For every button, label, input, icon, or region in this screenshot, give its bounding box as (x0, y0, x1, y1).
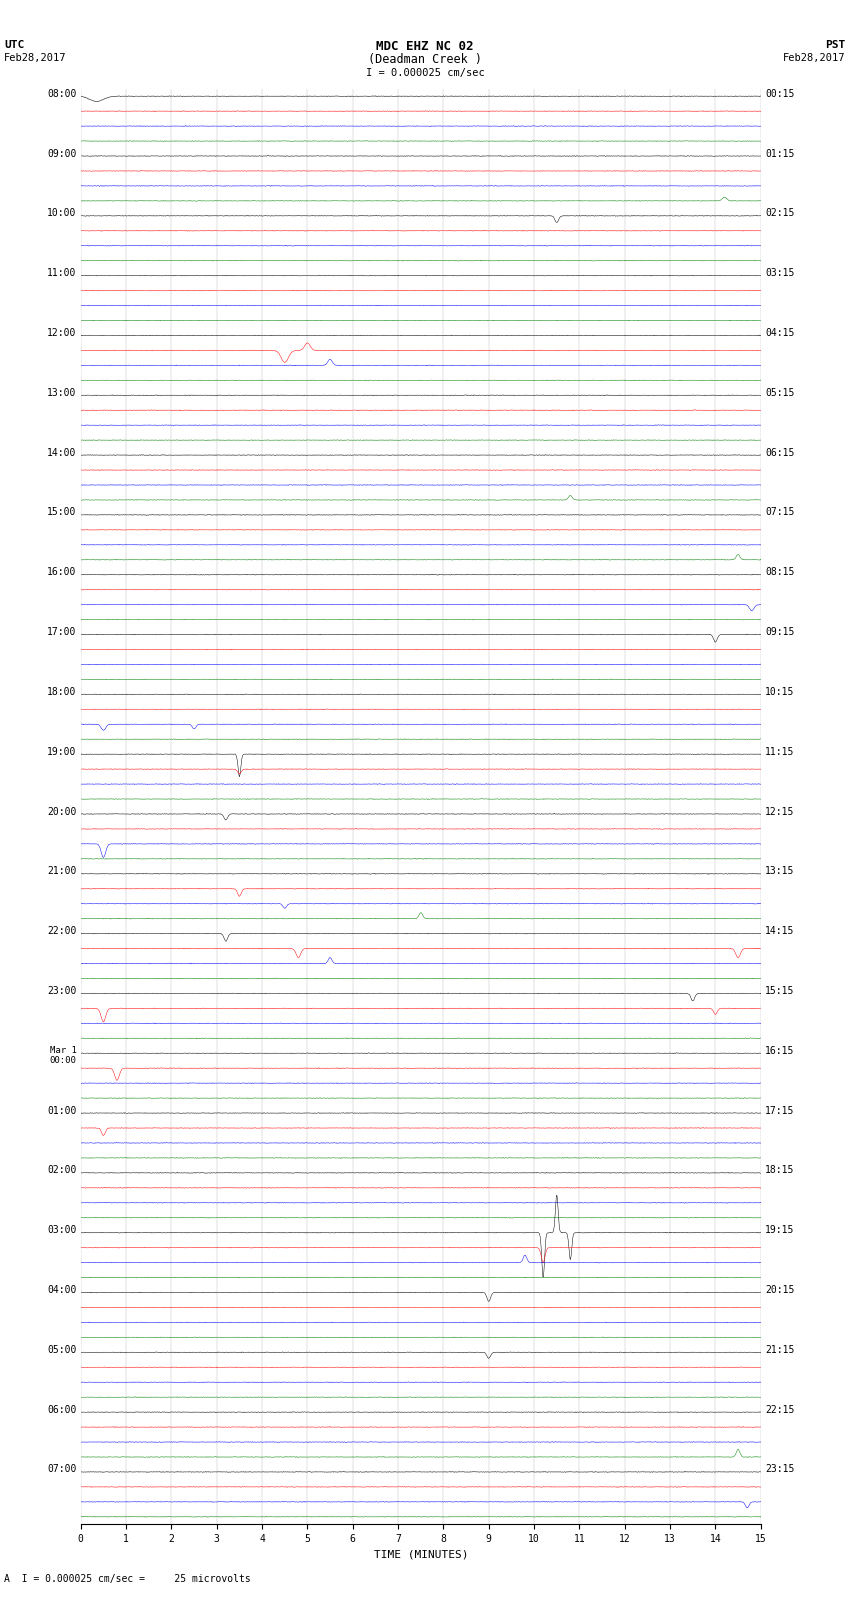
Text: 03:00: 03:00 (47, 1226, 76, 1236)
Text: MDC EHZ NC 02: MDC EHZ NC 02 (377, 40, 473, 53)
Text: I = 0.000025 cm/sec: I = 0.000025 cm/sec (366, 68, 484, 77)
Text: 03:15: 03:15 (765, 268, 795, 277)
Text: 13:00: 13:00 (47, 387, 76, 398)
Text: 17:15: 17:15 (765, 1105, 795, 1116)
Text: 08:00: 08:00 (47, 89, 76, 98)
Text: Feb28,2017: Feb28,2017 (783, 53, 846, 63)
Text: 10:15: 10:15 (765, 687, 795, 697)
Text: 21:00: 21:00 (47, 866, 76, 876)
Text: 00:15: 00:15 (765, 89, 795, 98)
Text: 09:00: 09:00 (47, 148, 76, 158)
Text: Mar 1
00:00: Mar 1 00:00 (49, 1045, 76, 1065)
Text: 14:15: 14:15 (765, 926, 795, 936)
Text: 05:00: 05:00 (47, 1345, 76, 1355)
Text: 07:15: 07:15 (765, 508, 795, 518)
Text: 21:15: 21:15 (765, 1345, 795, 1355)
Text: 23:15: 23:15 (765, 1465, 795, 1474)
Text: 06:00: 06:00 (47, 1405, 76, 1415)
Text: A  I = 0.000025 cm/sec =     25 microvolts: A I = 0.000025 cm/sec = 25 microvolts (4, 1574, 251, 1584)
Text: 06:15: 06:15 (765, 447, 795, 458)
Text: 02:00: 02:00 (47, 1165, 76, 1176)
Text: 01:15: 01:15 (765, 148, 795, 158)
Text: 16:00: 16:00 (47, 568, 76, 577)
X-axis label: TIME (MINUTES): TIME (MINUTES) (373, 1550, 468, 1560)
Text: 16:15: 16:15 (765, 1045, 795, 1057)
Text: 12:00: 12:00 (47, 327, 76, 339)
Text: 12:15: 12:15 (765, 806, 795, 816)
Text: 11:00: 11:00 (47, 268, 76, 277)
Text: UTC: UTC (4, 40, 25, 50)
Text: 09:15: 09:15 (765, 627, 795, 637)
Text: Feb28,2017: Feb28,2017 (4, 53, 67, 63)
Text: 10:00: 10:00 (47, 208, 76, 218)
Text: 05:15: 05:15 (765, 387, 795, 398)
Text: 18:00: 18:00 (47, 687, 76, 697)
Text: 04:00: 04:00 (47, 1286, 76, 1295)
Text: 11:15: 11:15 (765, 747, 795, 756)
Text: 02:15: 02:15 (765, 208, 795, 218)
Text: 18:15: 18:15 (765, 1165, 795, 1176)
Text: 19:00: 19:00 (47, 747, 76, 756)
Text: 13:15: 13:15 (765, 866, 795, 876)
Text: 20:00: 20:00 (47, 806, 76, 816)
Text: 07:00: 07:00 (47, 1465, 76, 1474)
Text: 15:15: 15:15 (765, 986, 795, 995)
Text: 22:00: 22:00 (47, 926, 76, 936)
Text: 04:15: 04:15 (765, 327, 795, 339)
Text: 19:15: 19:15 (765, 1226, 795, 1236)
Text: 23:00: 23:00 (47, 986, 76, 995)
Text: 22:15: 22:15 (765, 1405, 795, 1415)
Text: 15:00: 15:00 (47, 508, 76, 518)
Text: 20:15: 20:15 (765, 1286, 795, 1295)
Text: PST: PST (825, 40, 846, 50)
Text: 17:00: 17:00 (47, 627, 76, 637)
Text: 01:00: 01:00 (47, 1105, 76, 1116)
Text: 08:15: 08:15 (765, 568, 795, 577)
Text: (Deadman Creek ): (Deadman Creek ) (368, 53, 482, 66)
Text: 14:00: 14:00 (47, 447, 76, 458)
